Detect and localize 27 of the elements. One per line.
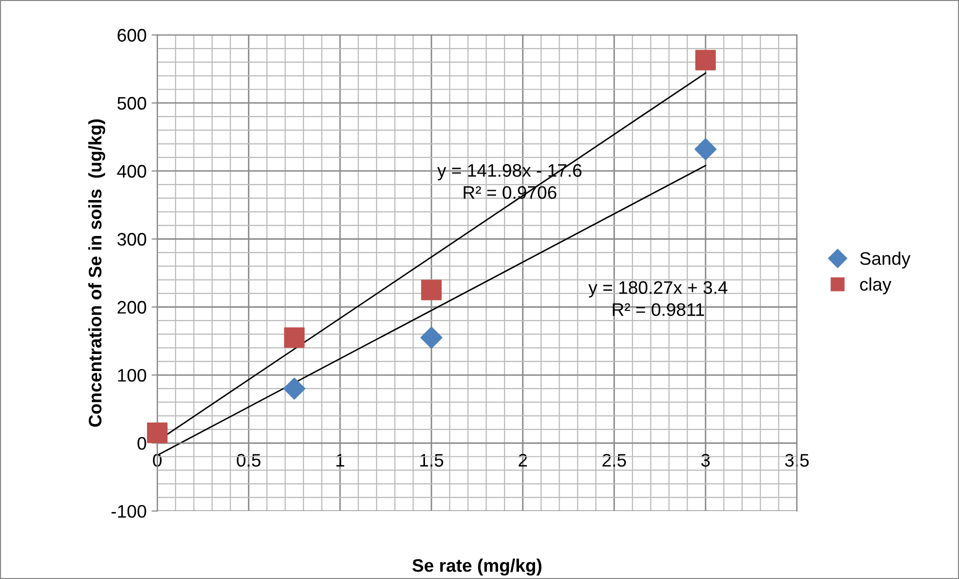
point <box>284 327 305 348</box>
y-tick-label: 400 <box>117 164 146 178</box>
y-tick-label: 0 <box>138 436 146 450</box>
y-tick-label: 600 <box>118 28 146 42</box>
x-tick-label: 2 <box>518 454 527 467</box>
point <box>694 138 717 160</box>
x-tick-label: 2.5 <box>602 454 626 467</box>
x-tick-label: 1.5 <box>420 454 444 467</box>
point <box>283 378 306 400</box>
legend-label: clay <box>860 278 892 294</box>
point <box>695 50 716 70</box>
x-tick-label: 3.5 <box>785 454 809 467</box>
x-tick-label: 0.5 <box>236 454 260 467</box>
point <box>421 280 442 300</box>
legend-label: Sandy <box>860 252 910 268</box>
x-axis-title: Se rate (mg/kg) <box>412 558 542 576</box>
annotation: y = 180.27x + 3.4 R² = 0.9811 <box>588 281 728 316</box>
x-tick-label: 1 <box>336 454 344 467</box>
point <box>147 422 168 444</box>
y-tick-label: 200 <box>118 300 146 314</box>
y-tick-label: 300 <box>117 232 146 246</box>
y-axis-title: Concentration of Se in soils (ug/kg) <box>88 119 106 427</box>
point <box>420 326 442 349</box>
y-tick-label: 100 <box>118 368 146 382</box>
y-tick-label: -100 <box>112 504 146 518</box>
x-tick-label: 3 <box>701 454 710 467</box>
y-tick-label: 500 <box>117 96 146 110</box>
